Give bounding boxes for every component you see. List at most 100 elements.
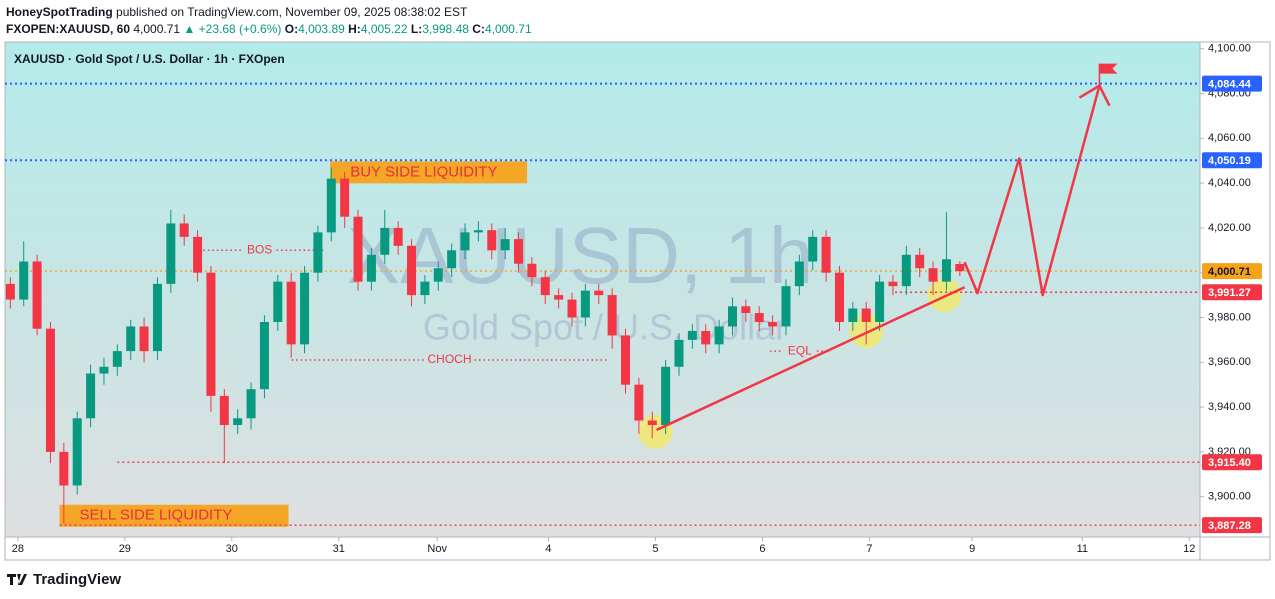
candle-body [233, 418, 243, 426]
y-tick-label: 4,060.00 [1208, 132, 1251, 144]
x-tick-label: 28 [12, 543, 24, 555]
candle-body [754, 313, 764, 322]
logo: TradingView [7, 571, 121, 588]
x-tick-label: 12 [1183, 543, 1195, 555]
ohlc-value: 4,003.89 [298, 22, 345, 36]
ohlc-value: 4,005.22 [360, 22, 408, 36]
y-tick-label: 3,980.00 [1208, 311, 1251, 323]
candle-body [901, 254, 911, 287]
candle-body [19, 261, 29, 300]
ohlc-key: H: [348, 22, 361, 36]
trend-line [656, 286, 966, 432]
ohlc: O:4,003.89 H:4,005.22 L:3,998.48 C:4,000… [285, 22, 532, 36]
candle-body [300, 272, 310, 345]
candle-body [607, 295, 617, 336]
quote-line: FXOPEN:XAUUSD, 60 4,000.71 ▲ +23.68 (+0.… [6, 22, 532, 36]
candle-body [540, 277, 550, 296]
candle-body [768, 321, 778, 327]
annotation-label: EQL [788, 343, 812, 357]
candle-body [781, 286, 791, 327]
candle-body [794, 261, 804, 287]
candle-body [661, 366, 671, 426]
price-label: 4,000.71 [1208, 266, 1251, 278]
candle-body [45, 328, 55, 452]
candle-body [313, 232, 323, 273]
candle-body [500, 239, 510, 251]
x-tick-label: 6 [759, 543, 765, 555]
candle-body [861, 308, 871, 322]
candle-body [139, 326, 149, 352]
candle-body [179, 223, 189, 237]
candle-body [433, 268, 443, 282]
arrow-head [1078, 83, 1111, 107]
candle-body [112, 351, 122, 367]
projection-path [963, 85, 1101, 297]
candle-body [701, 330, 711, 345]
candle-body [340, 178, 350, 217]
price-label-box [1202, 284, 1262, 301]
price-label-box [1202, 152, 1262, 169]
candle-body [59, 451, 69, 486]
candle-body [326, 178, 336, 233]
candle-body [32, 261, 42, 329]
candle-body [380, 227, 390, 255]
ohlc-key: O: [284, 22, 299, 36]
candle-body [259, 321, 269, 390]
candle-body [420, 281, 430, 296]
candle-body [834, 272, 844, 322]
candle-body [714, 326, 724, 345]
price-label-box [1202, 263, 1262, 280]
price-label-box [1202, 517, 1262, 534]
candle-body [126, 326, 136, 352]
candle-body [219, 395, 229, 426]
candle-body [473, 230, 483, 233]
x-tick-label: 30 [226, 543, 238, 555]
x-tick-label: 4 [545, 543, 551, 555]
candle-body [888, 281, 898, 287]
candle-body [527, 263, 537, 278]
candle-body [674, 339, 684, 367]
zone-label: BUY SIDE LIQUIDITY [350, 163, 497, 180]
price-label: 3,915.40 [1208, 457, 1251, 469]
candle-body [594, 290, 604, 296]
candle-body [741, 306, 751, 314]
candle-body [99, 366, 109, 374]
candle-body [915, 254, 925, 269]
candle-body [193, 236, 203, 273]
x-tick-label: 29 [119, 543, 131, 555]
brand: TradingView [33, 571, 121, 588]
annotation-label: BOS [247, 242, 272, 256]
plot-background [5, 42, 1200, 537]
candle-body [447, 250, 457, 269]
logo-icon [7, 574, 27, 585]
candle-body [554, 295, 564, 300]
ohlc-value: 3,998.48 [422, 22, 469, 36]
candle-body [567, 299, 577, 318]
watermark: XAUUSD, 1h [347, 211, 814, 300]
candle-body [647, 420, 657, 426]
candle-body [875, 281, 885, 322]
candle-body [514, 239, 524, 264]
candle-body [86, 373, 96, 419]
candle-body [687, 330, 697, 340]
candle-body [366, 254, 376, 282]
liquidity-zone [330, 161, 528, 184]
watermark-sub: Gold Spot / U.S. Dollar [423, 307, 787, 348]
publish-line: HoneySpotTrading published on TradingVie… [6, 5, 467, 19]
change-text: +23.68 (+0.6%) [198, 22, 282, 36]
candle-body [353, 216, 363, 282]
candle-body [580, 290, 590, 318]
candle-body [166, 223, 176, 284]
price-label-box [1202, 75, 1262, 92]
y-tick-label: 3,960.00 [1208, 356, 1251, 368]
y-tick-label: 4,100.00 [1208, 43, 1251, 55]
candle-body [460, 232, 470, 251]
x-tick-label: 11 [1077, 543, 1088, 555]
candle-body [634, 384, 644, 421]
candle-body [5, 283, 15, 300]
ohlc-key: L: [410, 22, 423, 36]
ohlc-value: 4,000.71 [484, 22, 532, 36]
price-label: 4,084.44 [1208, 78, 1252, 90]
candle-body [727, 306, 737, 327]
